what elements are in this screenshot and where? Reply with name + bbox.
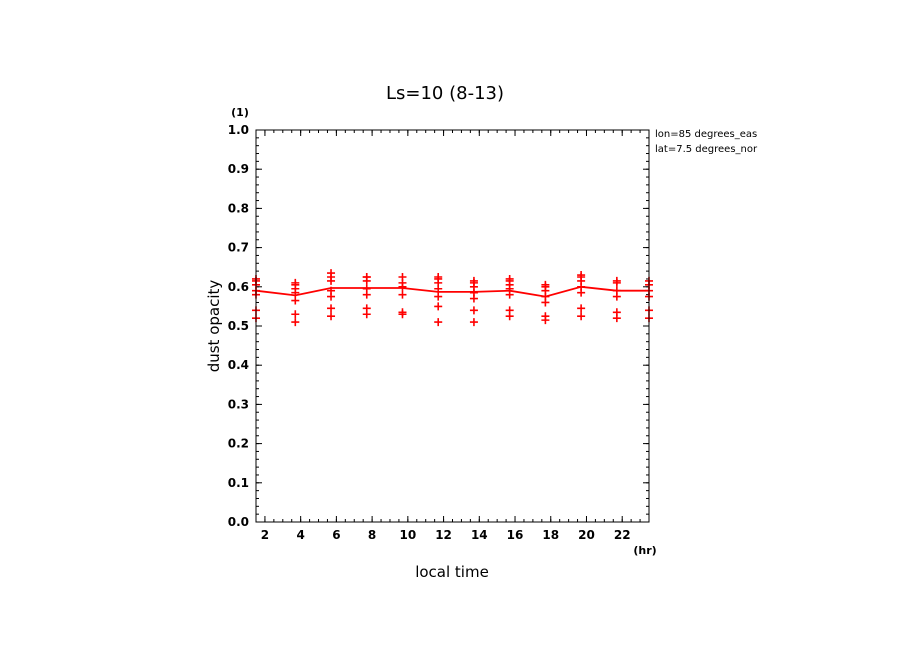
sample-marker [469,276,478,285]
x-tick-label: 14 [471,528,488,542]
sample-marker [541,280,550,289]
x-tick-label: 16 [507,528,524,542]
y-tick-label: 0.7 [228,241,249,255]
y-tick-label: 0.5 [228,319,249,333]
sample-marker [612,276,621,285]
x-unit-label: (hr) [633,544,656,557]
sample-marker [362,273,371,281]
y-tick-label: 1.0 [228,123,249,137]
y-unit-label: (1) [231,106,249,119]
sample-marker [327,312,336,321]
x-tick-label: 2 [261,528,269,542]
sample-marker [327,269,336,278]
sample-marker [577,312,586,321]
y-tick-label: 0.6 [228,280,249,294]
sample-marker [541,312,550,321]
x-axis-title: local time [415,563,489,581]
annotation-lat: lat=7.5 degrees_nor [655,144,758,155]
x-tick-label: 6 [332,528,340,542]
sample-marker [434,318,443,327]
y-tick-label: 0.9 [228,162,249,176]
axis-ticks: 0.0 0.1 0.2 0.3 0.4 0.5 0.6 0.7 0.8 0.9 1.0 2 4 6 8 10 1… [228,123,650,542]
sample-marker [327,304,336,313]
x-tick-label: 18 [542,528,559,542]
y-tick-label: 0.2 [228,437,249,451]
sample-marker [469,318,478,327]
x-tick-label: 22 [614,528,631,542]
sample-marker [362,304,371,313]
sample-marker [398,308,407,317]
sample-marker [434,273,443,281]
sample-marker [469,306,478,315]
annotation-lon: lon=85 degrees_eas [655,129,757,140]
sample-marker [291,310,300,319]
sample-marker [291,278,300,287]
x-tick-label: 4 [296,528,304,542]
sample-marker [291,318,300,327]
y-tick-label: 0.1 [228,476,249,490]
sample-marker [505,274,514,283]
sample-marker [505,306,514,315]
y-axis-title: dust opacity [205,280,223,373]
y-tick-label: 0.0 [228,515,249,529]
data-layer [252,269,653,327]
chart-title: Ls=10 (8-13) [386,83,504,104]
sample-marker [577,271,586,280]
y-tick-label: 0.8 [228,201,249,215]
x-tick-label: 8 [368,528,376,542]
sample-marker [434,292,443,301]
y-tick-label: 0.3 [228,397,249,411]
x-tick-label: 10 [399,528,416,542]
series-line [255,285,649,298]
sample-marker [291,296,300,305]
x-tick-label: 12 [435,528,452,542]
x-tick-label: 20 [578,528,595,542]
sample-marker [398,290,407,299]
sample-marker [434,302,443,311]
plot-frame [255,129,650,523]
sample-marker [612,308,621,317]
sample-marker [398,273,407,281]
sample-marker [577,304,586,313]
y-tick-label: 0.4 [228,358,249,372]
